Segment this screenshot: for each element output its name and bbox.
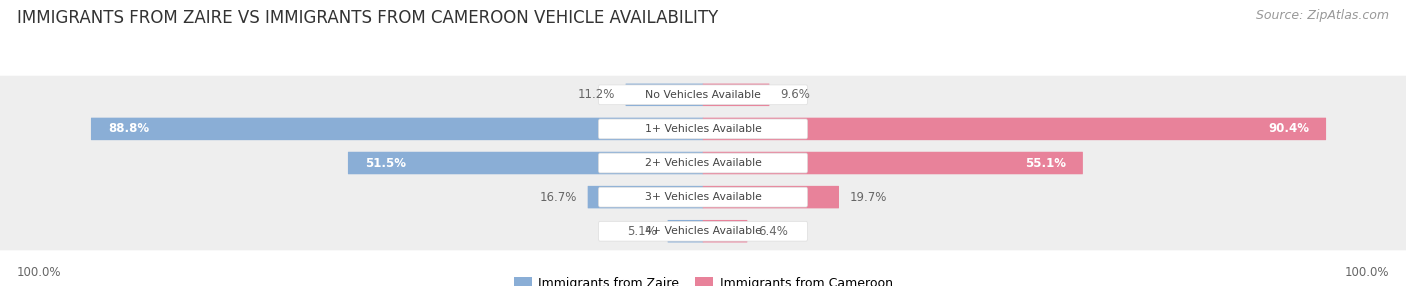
Text: 9.6%: 9.6%	[780, 88, 810, 101]
Text: 11.2%: 11.2%	[578, 88, 614, 101]
Text: 5.1%: 5.1%	[627, 225, 657, 238]
FancyBboxPatch shape	[0, 144, 1406, 182]
Text: 55.1%: 55.1%	[1025, 156, 1066, 170]
Text: 19.7%: 19.7%	[849, 191, 887, 204]
Text: 90.4%: 90.4%	[1268, 122, 1309, 135]
Text: Source: ZipAtlas.com: Source: ZipAtlas.com	[1256, 9, 1389, 21]
FancyBboxPatch shape	[0, 76, 1406, 114]
Text: 51.5%: 51.5%	[364, 156, 406, 170]
Text: No Vehicles Available: No Vehicles Available	[645, 90, 761, 100]
FancyBboxPatch shape	[599, 221, 807, 241]
FancyBboxPatch shape	[703, 84, 769, 106]
FancyBboxPatch shape	[0, 212, 1406, 250]
FancyBboxPatch shape	[91, 118, 703, 140]
FancyBboxPatch shape	[599, 119, 807, 139]
FancyBboxPatch shape	[703, 152, 1083, 174]
FancyBboxPatch shape	[703, 220, 748, 243]
FancyBboxPatch shape	[0, 110, 1406, 148]
Text: 16.7%: 16.7%	[540, 191, 576, 204]
FancyBboxPatch shape	[703, 118, 1326, 140]
Text: 2+ Vehicles Available: 2+ Vehicles Available	[644, 158, 762, 168]
Text: 6.4%: 6.4%	[758, 225, 787, 238]
FancyBboxPatch shape	[599, 187, 807, 207]
FancyBboxPatch shape	[588, 186, 703, 208]
Text: 88.8%: 88.8%	[108, 122, 149, 135]
FancyBboxPatch shape	[703, 186, 839, 208]
FancyBboxPatch shape	[347, 152, 703, 174]
Text: IMMIGRANTS FROM ZAIRE VS IMMIGRANTS FROM CAMEROON VEHICLE AVAILABILITY: IMMIGRANTS FROM ZAIRE VS IMMIGRANTS FROM…	[17, 9, 718, 27]
Text: 100.0%: 100.0%	[1344, 266, 1389, 279]
Legend: Immigrants from Zaire, Immigrants from Cameroon: Immigrants from Zaire, Immigrants from C…	[509, 272, 897, 286]
Text: 4+ Vehicles Available: 4+ Vehicles Available	[644, 226, 762, 236]
Text: 100.0%: 100.0%	[17, 266, 62, 279]
FancyBboxPatch shape	[668, 220, 703, 243]
Text: 1+ Vehicles Available: 1+ Vehicles Available	[644, 124, 762, 134]
FancyBboxPatch shape	[599, 153, 807, 173]
FancyBboxPatch shape	[0, 178, 1406, 216]
Text: 3+ Vehicles Available: 3+ Vehicles Available	[644, 192, 762, 202]
FancyBboxPatch shape	[599, 85, 807, 105]
FancyBboxPatch shape	[626, 84, 703, 106]
